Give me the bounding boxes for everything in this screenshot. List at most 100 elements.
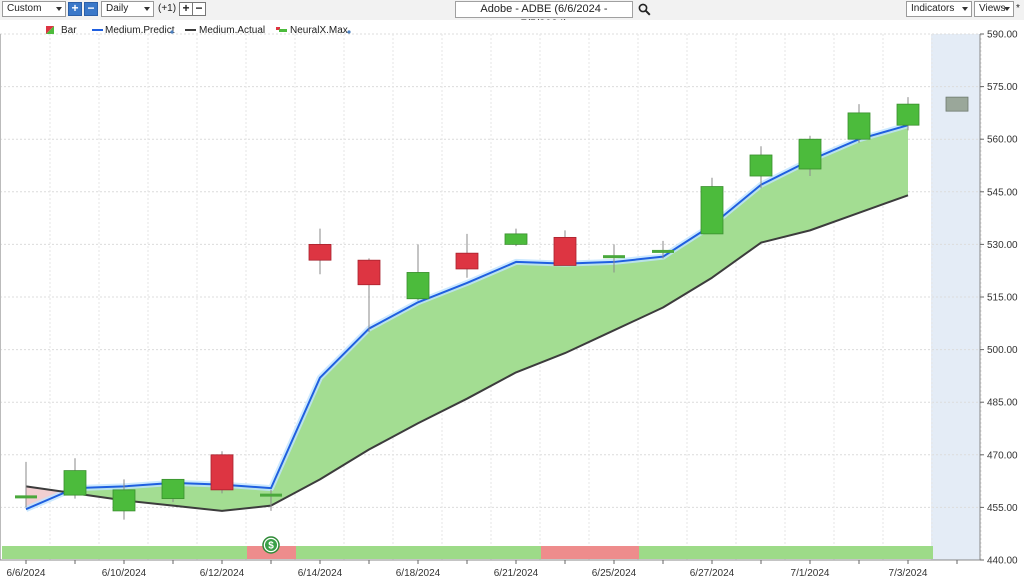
- y-tick-label-2: 560.00: [987, 135, 1018, 146]
- x-tick-label-6: 6/25/2024: [592, 568, 637, 579]
- prediction-band: [26, 125, 908, 511]
- candle-body-3[interactable]: [161, 478, 185, 500]
- band-segment: [614, 256, 663, 331]
- offset-plus-button[interactable]: +: [179, 2, 193, 16]
- band-segment: [222, 484, 271, 511]
- candle-body-9[interactable]: [455, 252, 479, 270]
- neuralx-legend-icon-bar: [279, 29, 287, 32]
- chevron-down-icon: [962, 7, 968, 11]
- x-tick-label-7: 6/27/2024: [690, 568, 735, 579]
- x-tick-label-8: 7/1/2024: [791, 568, 830, 579]
- legend-label-medium-predict: Medium.Predict: [105, 25, 175, 36]
- search-icon[interactable]: [638, 3, 651, 16]
- zoom-out-button[interactable]: −: [84, 2, 98, 16]
- indicators-label: Indicators: [911, 3, 955, 14]
- y-tick-label-9: 455.00: [987, 503, 1018, 514]
- y-axis-ticks: 590.00 575.00 560.00 545.00 530.00 515.00 500.…: [980, 30, 1018, 567]
- signal-cell-1: [51, 546, 100, 559]
- legend-label-medium-actual: Medium.Actual: [199, 25, 265, 36]
- signal-cell-17: [835, 546, 884, 559]
- candle-body-4[interactable]: [210, 454, 234, 491]
- interval-select[interactable]: Daily: [101, 1, 154, 17]
- candle-body-10[interactable]: [504, 233, 528, 245]
- band-segment: [663, 225, 712, 308]
- indicators-menu[interactable]: Indicators: [906, 1, 972, 17]
- zoom-in-button[interactable]: +: [68, 2, 82, 16]
- candle-body-6[interactable]: [308, 243, 332, 261]
- candle-body-forecast[interactable]: [945, 96, 969, 112]
- y-tick-label-4: 530.00: [987, 240, 1018, 251]
- x-tick-label-5: 6/21/2024: [494, 568, 539, 579]
- x-tick-label-4: 6/18/2024: [396, 568, 441, 579]
- signal-strip: $: [2, 536, 933, 559]
- candle-body-8[interactable]: [406, 272, 430, 300]
- legend-item-medium-predict[interactable]: Medium.Predict: [92, 25, 175, 36]
- signal-cell-6: [296, 546, 345, 559]
- legend-label-bar: Bar: [61, 25, 77, 36]
- candle-body-14[interactable]: [700, 186, 724, 235]
- signal-cell-7: [345, 546, 394, 559]
- range-select-value: Custom: [7, 3, 42, 14]
- band-segment: [859, 125, 908, 213]
- medium-actual-line: [25, 194, 909, 512]
- neuralx-legend-icon: [276, 27, 280, 30]
- range-select[interactable]: Custom: [2, 1, 66, 17]
- offset-minus-button[interactable]: −: [192, 2, 206, 16]
- chevron-down-icon: [1004, 7, 1010, 11]
- candle-body-11[interactable]: [553, 236, 577, 266]
- y-tick-label-3: 545.00: [987, 187, 1018, 198]
- band-segment: [810, 139, 859, 231]
- legend-dot-icon: [170, 30, 174, 34]
- signal-cell-15: [737, 546, 786, 559]
- forecast-zone: [931, 34, 980, 560]
- band-segment: [712, 184, 761, 278]
- views-menu[interactable]: Views: [974, 1, 1014, 17]
- y-tick-label-1: 575.00: [987, 82, 1018, 93]
- candlesticks: [15, 96, 969, 520]
- y-tick-label-10: 440.00: [987, 556, 1018, 567]
- band-segment: [565, 261, 614, 354]
- legend: Bar Medium.Predict Medium.Actual NeuralX…: [46, 25, 351, 36]
- symbol-title-box[interactable]: Adobe - ADBE (6/6/2024 - 7/5/2024): [455, 1, 633, 30]
- legend-item-neuralx-max[interactable]: NeuralX.Max: [276, 25, 351, 36]
- signal-cell-10: [492, 546, 541, 559]
- candle-body-17[interactable]: [847, 112, 871, 140]
- candle-body-2[interactable]: [112, 489, 136, 512]
- y-tick-label-7: 485.00: [987, 398, 1018, 409]
- price-chart[interactable]: $ 590.00 575.00 560.00 545.00 530.00 515.00 50…: [0, 20, 1024, 581]
- views-modified-marker: *: [1016, 3, 1020, 14]
- x-tick-label-2: 6/12/2024: [200, 568, 245, 579]
- candle-flat-0[interactable]: [15, 495, 37, 499]
- y-tick-label-0: 590.00: [987, 30, 1018, 41]
- chevron-down-icon: [144, 7, 150, 11]
- x-tick-label-3: 6/14/2024: [298, 568, 343, 579]
- toolbar: Custom + − Daily (+1) + − Adobe - ADBE (…: [0, 0, 1024, 30]
- legend-dot-icon: [347, 30, 351, 34]
- signal-cell-9: [443, 546, 492, 559]
- x-tick-label-1: 6/10/2024: [102, 568, 147, 579]
- x-tick-label-9: 7/3/2024: [889, 568, 928, 579]
- candle-body-15[interactable]: [749, 154, 773, 177]
- candle-body-1[interactable]: [63, 470, 87, 496]
- signal-cell-18: [884, 546, 933, 559]
- signal-cell-14: [688, 546, 737, 559]
- candle-body-16[interactable]: [798, 138, 822, 170]
- y-tick-label-6: 500.00: [987, 345, 1018, 356]
- candle-flat-13[interactable]: [652, 249, 674, 253]
- legend-label-neuralx-max: NeuralX.Max: [290, 25, 348, 36]
- band-segment: [124, 482, 173, 506]
- y-tick-label-5: 515.00: [987, 293, 1018, 304]
- chart-left-border: [0, 34, 1, 560]
- signal-cell-11: [541, 546, 590, 559]
- interval-select-value: Daily: [106, 3, 129, 14]
- band-segment: [369, 302, 418, 450]
- candle-flat-12[interactable]: [603, 255, 625, 259]
- signal-cell-2: [100, 546, 149, 559]
- offset-label: (+1): [158, 3, 177, 14]
- signal-cell-4: [198, 546, 247, 559]
- candle-body-18[interactable]: [896, 103, 920, 126]
- legend-item-medium-actual[interactable]: Medium.Actual: [185, 25, 265, 36]
- candle-body-7[interactable]: [357, 259, 381, 286]
- legend-item-bar[interactable]: Bar: [46, 25, 77, 36]
- candle-flat-5[interactable]: [260, 493, 282, 497]
